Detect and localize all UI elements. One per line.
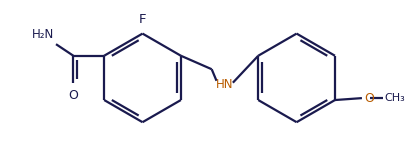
- Text: H₂N: H₂N: [32, 28, 54, 41]
- Text: CH₃: CH₃: [384, 93, 405, 103]
- Text: O: O: [364, 92, 374, 105]
- Text: O: O: [68, 89, 78, 102]
- Text: F: F: [139, 13, 146, 26]
- Text: HN: HN: [215, 78, 233, 91]
